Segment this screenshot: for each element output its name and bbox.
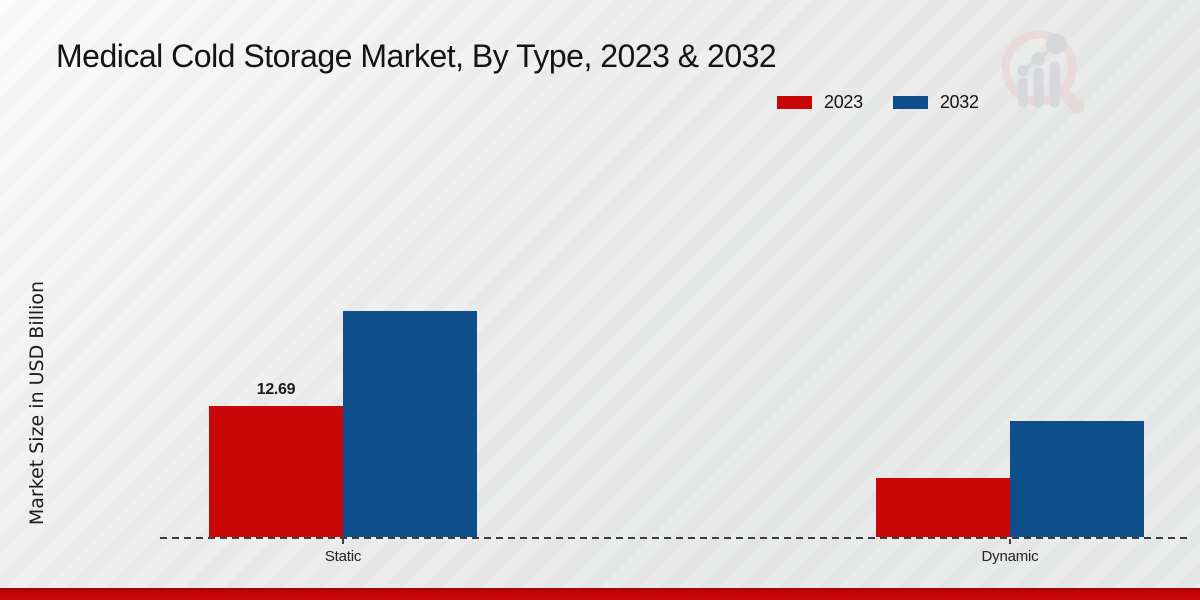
legend-label: 2023 [824,92,863,112]
legend-swatch-2023 [777,96,812,109]
legend-swatch-2032 [892,96,928,109]
x-axis-tick [342,539,344,544]
legend: 2023 2032 [777,92,979,113]
bar-value-label: 12.69 [256,381,296,398]
bar-2032-dynamic [1010,421,1144,537]
bar-2023-static [209,406,343,537]
bar-2023-dynamic [876,478,1010,537]
legend-label: 2032 [939,92,979,112]
footer-accent-bar [0,588,1200,600]
legend-item-2023: 2023 [777,92,863,113]
chart-title: Medical Cold Storage Market, By Type, 20… [56,38,777,74]
legend-item-2032: 2032 [892,92,979,113]
x-category-label-dynamic: Dynamic [981,548,1039,565]
x-axis-baseline [160,537,1191,539]
magnifier-bar-chart-logo-icon [993,24,1089,129]
x-category-label-static: Static [324,548,362,565]
x-axis-tick [1009,539,1011,544]
bar-2032-static [343,310,477,537]
